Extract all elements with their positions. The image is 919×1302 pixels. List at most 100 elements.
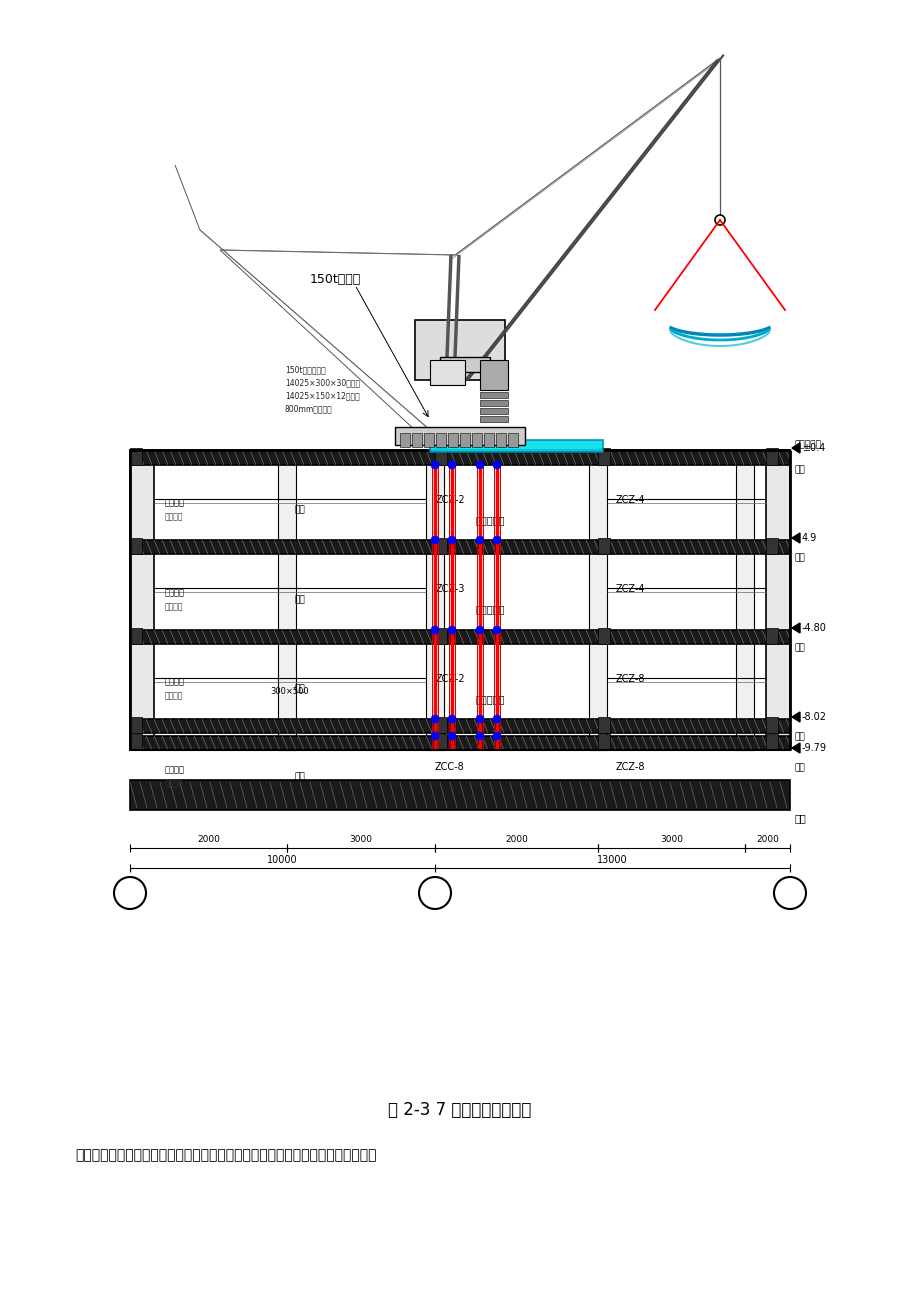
Bar	[766, 717, 777, 733]
Circle shape	[493, 732, 501, 740]
Circle shape	[430, 732, 438, 740]
Bar	[435, 628, 447, 644]
Text: 次梁: 次梁	[294, 685, 305, 694]
Bar	[153, 465, 766, 540]
Text: 混凝土模板: 混凝土模板	[475, 694, 505, 704]
Text: 次梁: 次梁	[294, 772, 305, 781]
Circle shape	[448, 626, 456, 634]
Circle shape	[493, 626, 501, 634]
Bar	[597, 448, 609, 465]
Text: 止脚: 止脚	[794, 733, 805, 742]
Bar	[130, 630, 789, 644]
Bar	[480, 392, 507, 398]
Bar	[130, 538, 142, 553]
Text: ZCZ-2: ZCZ-2	[435, 495, 464, 505]
Circle shape	[418, 878, 450, 909]
Text: 混凝土模板: 混凝土模板	[794, 440, 821, 449]
Bar	[460, 434, 470, 447]
Bar	[735, 450, 754, 750]
Bar	[130, 734, 142, 750]
Circle shape	[475, 626, 483, 634]
Text: 13000: 13000	[596, 855, 627, 865]
Bar	[130, 719, 789, 733]
Bar	[495, 434, 505, 447]
Text: 混凝土柱: 混凝土柱	[165, 513, 183, 522]
Circle shape	[493, 536, 501, 544]
Bar	[400, 434, 410, 447]
Text: 次梁: 次梁	[294, 505, 305, 514]
Bar	[480, 417, 507, 422]
Circle shape	[714, 215, 724, 225]
Bar	[439, 357, 490, 372]
Circle shape	[430, 626, 438, 634]
Circle shape	[448, 461, 456, 469]
Text: 混凝土模板: 混凝土模板	[475, 516, 505, 525]
Circle shape	[475, 715, 483, 723]
Bar	[412, 434, 422, 447]
Bar	[153, 644, 766, 719]
Circle shape	[493, 715, 501, 723]
Text: 15: 15	[120, 885, 140, 900]
Bar	[766, 538, 777, 553]
Bar	[766, 628, 777, 644]
Bar	[766, 450, 789, 750]
Circle shape	[773, 878, 805, 909]
Polygon shape	[791, 533, 800, 543]
Circle shape	[114, 878, 146, 909]
Circle shape	[493, 461, 501, 469]
Bar	[130, 780, 789, 810]
Bar	[507, 434, 517, 447]
Bar	[597, 717, 609, 733]
Bar	[130, 717, 142, 733]
Circle shape	[430, 536, 438, 544]
Bar	[435, 538, 447, 553]
Bar	[130, 448, 142, 465]
Text: 止脚: 止脚	[794, 466, 805, 474]
Text: 4.9: 4.9	[801, 533, 816, 543]
Text: -8.02: -8.02	[801, 712, 826, 723]
Text: 止脚: 止脚	[794, 643, 805, 652]
Text: -4.80: -4.80	[801, 622, 826, 633]
Text: 止脚: 止脚	[794, 553, 805, 562]
Bar	[429, 359, 464, 385]
Text: 14025×150×12加劲板: 14025×150×12加劲板	[285, 392, 359, 401]
Circle shape	[475, 732, 483, 740]
Bar	[588, 450, 607, 750]
Bar	[766, 448, 777, 465]
Text: 支撑柱均为装配可循环使用的，支撑在上下主梁上的预埋件上，详图如下图所示：: 支撑柱均为装配可循环使用的，支撑在上下主梁上的预埋件上，详图如下图所示：	[75, 1148, 376, 1161]
Bar	[448, 434, 458, 447]
Text: ZCZ-3: ZCZ-3	[435, 585, 464, 595]
Text: 10000: 10000	[267, 855, 298, 865]
Text: 混凝土柱: 混凝土柱	[165, 780, 183, 789]
Bar	[435, 717, 447, 733]
Bar	[597, 628, 609, 644]
Text: 混凝土柱: 混凝土柱	[165, 691, 183, 700]
Polygon shape	[791, 712, 800, 723]
Text: 混凝土柱: 混凝土柱	[165, 677, 185, 686]
Text: 混凝土柱: 混凝土柱	[165, 499, 185, 508]
Bar	[436, 434, 446, 447]
Bar	[597, 734, 609, 750]
Circle shape	[430, 461, 438, 469]
Text: 2000: 2000	[197, 836, 220, 845]
Bar	[153, 553, 766, 630]
Text: 300×500: 300×500	[270, 687, 309, 697]
Text: ZCC-8: ZCC-8	[435, 762, 464, 772]
Text: 150t履带吊重量: 150t履带吊重量	[285, 366, 325, 375]
Circle shape	[448, 732, 456, 740]
Text: ZCZ-8: ZCZ-8	[615, 762, 644, 772]
Bar	[425, 450, 444, 750]
Bar	[471, 434, 482, 447]
Bar	[766, 734, 777, 750]
Text: 800mm高置换柱: 800mm高置换柱	[285, 405, 333, 414]
Text: 混凝土柱: 混凝土柱	[165, 589, 185, 596]
Bar	[480, 408, 507, 414]
Text: ZCZ-2: ZCZ-2	[435, 674, 464, 684]
Text: 3000: 3000	[349, 836, 372, 845]
Bar	[480, 400, 507, 406]
Circle shape	[448, 715, 456, 723]
Bar	[435, 734, 447, 750]
Text: 混凝土模板: 混凝土模板	[475, 604, 505, 615]
Bar	[429, 440, 602, 452]
Text: 混凝土柱: 混凝土柱	[165, 766, 185, 775]
